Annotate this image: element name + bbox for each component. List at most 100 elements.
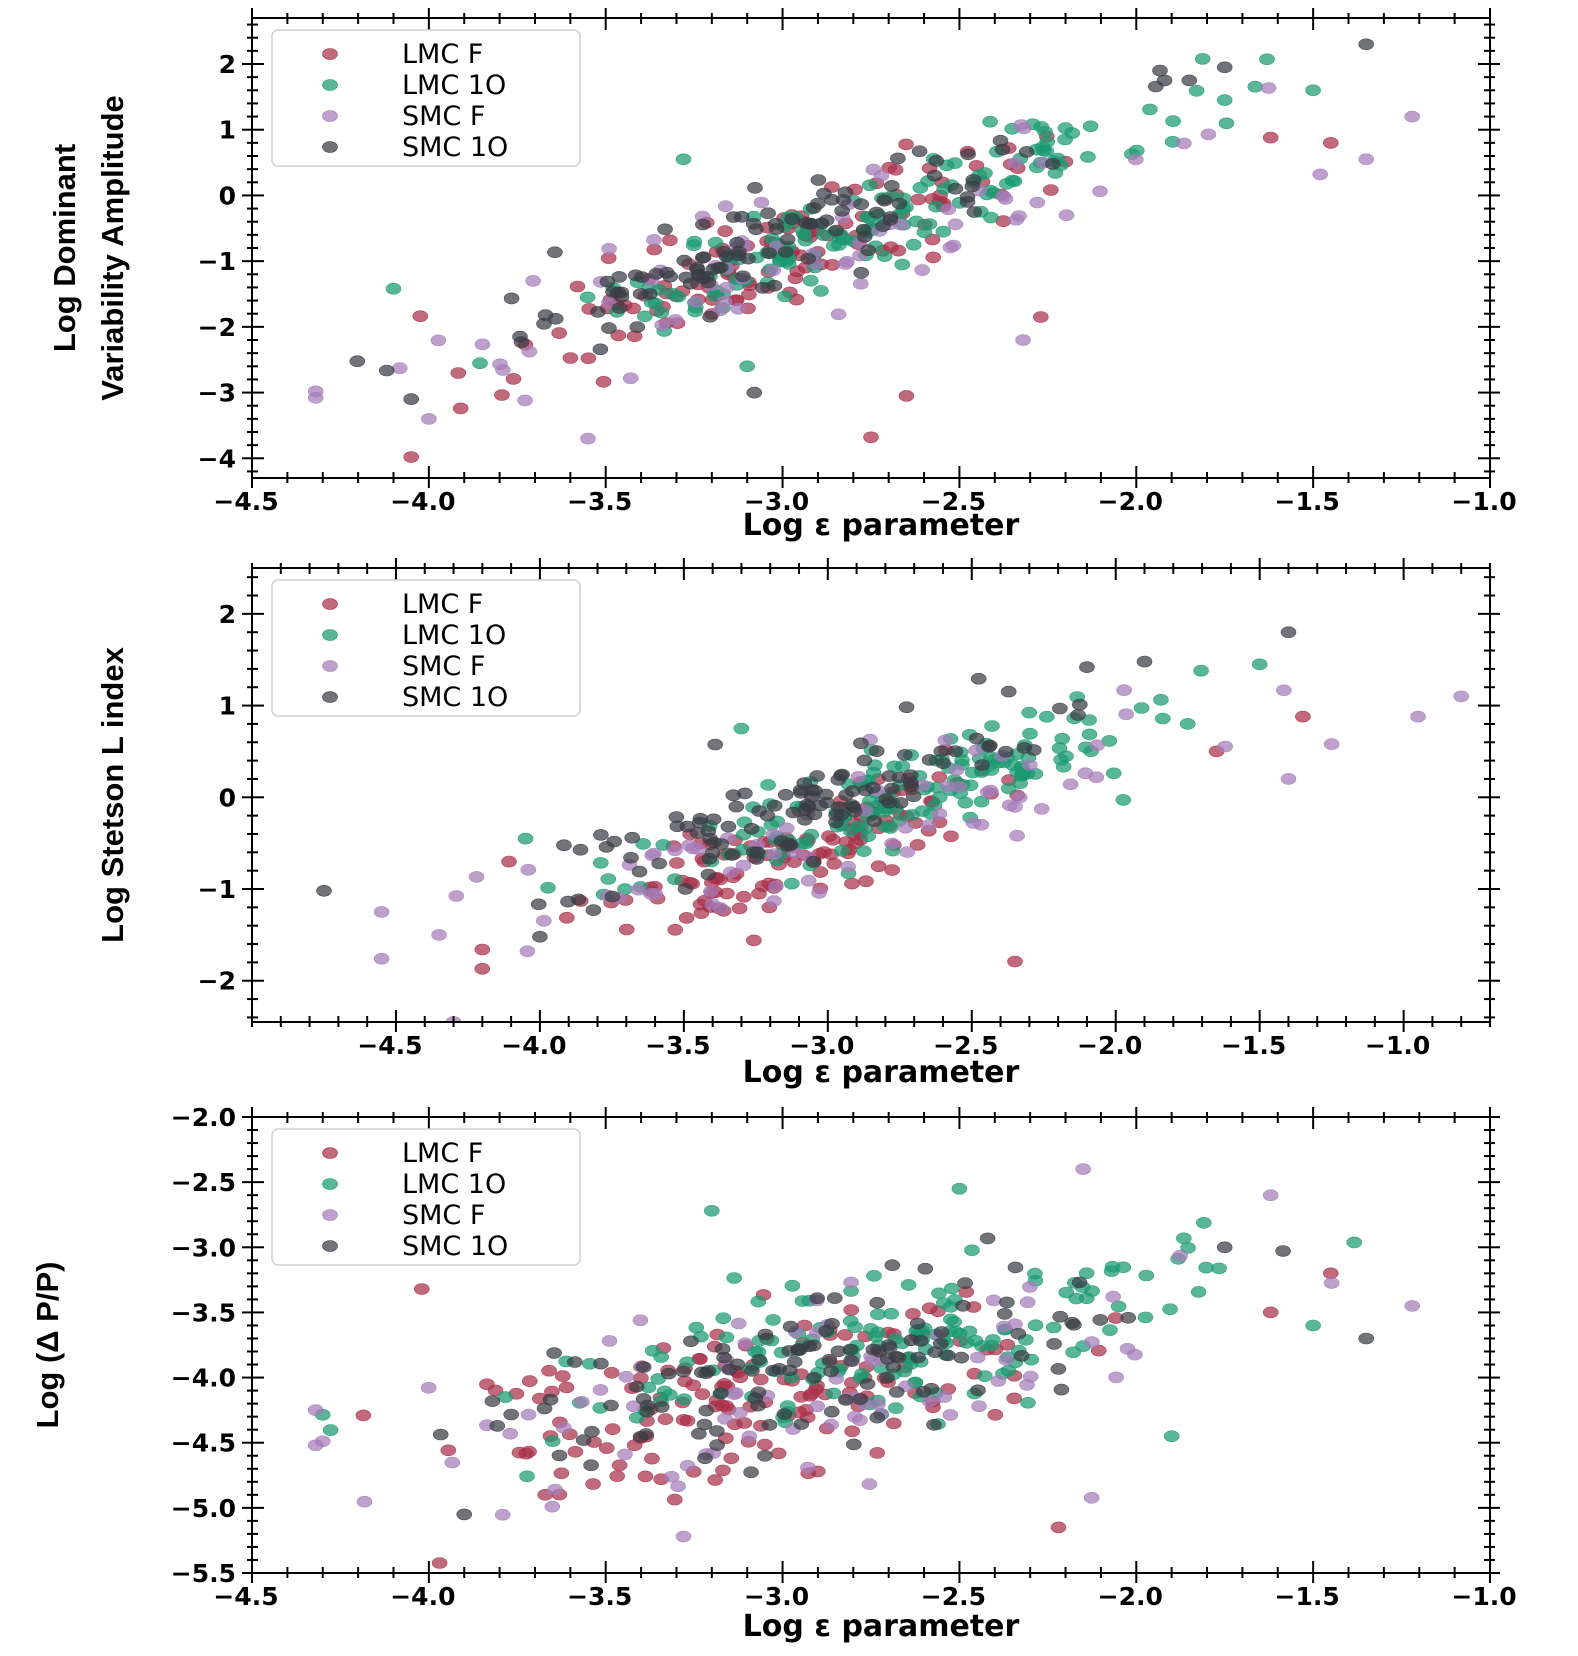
data-point — [444, 1456, 461, 1469]
data-point — [695, 251, 712, 264]
data-point — [714, 1343, 731, 1355]
data-point — [1064, 1317, 1080, 1329]
data-point — [842, 1343, 859, 1356]
data-point — [1022, 1370, 1039, 1383]
y-tick-label: −3 — [198, 379, 236, 408]
data-point — [653, 1401, 670, 1413]
data-point — [897, 821, 914, 834]
data-point — [900, 1279, 917, 1291]
data-point — [730, 1317, 747, 1330]
data-point — [520, 1408, 537, 1421]
data-point — [777, 290, 793, 303]
data-point — [726, 1272, 743, 1284]
data-point — [657, 223, 673, 236]
data-point — [757, 1450, 773, 1462]
data-point — [777, 246, 794, 258]
data-point — [1404, 110, 1420, 123]
data-point — [1007, 1261, 1024, 1274]
data-point — [502, 1427, 519, 1440]
data-point — [622, 372, 639, 385]
data-point — [420, 1382, 437, 1394]
data-point — [575, 1434, 592, 1446]
data-point — [790, 1343, 807, 1355]
data-point — [669, 857, 685, 869]
data-point — [937, 734, 954, 747]
data-point — [431, 929, 447, 941]
data-point — [484, 1395, 501, 1407]
data-point — [1137, 1311, 1154, 1324]
data-point — [474, 962, 491, 975]
data-point — [865, 766, 882, 779]
data-point — [667, 844, 683, 857]
data-point — [999, 1296, 1015, 1309]
data-point — [592, 1384, 609, 1396]
x-tick-label: −4.5 — [213, 1582, 278, 1611]
x-tick-label: −2.5 — [921, 487, 986, 516]
series-smc-1o — [316, 626, 1297, 943]
data-point — [757, 1328, 774, 1341]
data-point — [973, 795, 990, 808]
data-point — [778, 822, 795, 835]
data-point — [585, 1478, 601, 1490]
data-point — [947, 1326, 964, 1338]
data-point — [1133, 702, 1150, 714]
legend-label: SMC 1O — [402, 132, 508, 163]
x-tick-label: −4.0 — [501, 1031, 566, 1060]
data-point — [1009, 829, 1025, 842]
data-point — [718, 1331, 735, 1344]
data-point — [521, 1445, 537, 1458]
data-point — [519, 945, 536, 958]
y-tick-label: −2 — [198, 313, 236, 342]
data-point — [943, 830, 959, 843]
data-point — [823, 1405, 840, 1418]
data-point — [1196, 1217, 1212, 1229]
data-point — [624, 831, 641, 844]
data-point — [494, 389, 510, 401]
data-point — [546, 1347, 562, 1359]
x-tick-label: −2.0 — [1077, 1031, 1142, 1060]
data-point — [766, 848, 783, 860]
data-point — [926, 1419, 942, 1431]
data-point — [990, 1375, 1007, 1387]
data-point — [910, 1351, 926, 1364]
data-point — [1211, 1262, 1227, 1275]
data-point — [562, 352, 579, 364]
data-point — [789, 265, 806, 278]
data-point — [551, 1449, 568, 1462]
data-point — [1092, 1314, 1109, 1326]
data-point — [910, 193, 927, 206]
data-point — [629, 321, 646, 333]
data-point — [845, 801, 862, 814]
data-point — [833, 809, 850, 821]
data-point — [838, 1394, 854, 1406]
data-point — [735, 859, 752, 872]
data-point — [782, 1320, 799, 1333]
data-point — [663, 1470, 680, 1483]
data-point — [1218, 117, 1235, 130]
data-point — [806, 1371, 822, 1384]
data-point — [544, 1500, 561, 1513]
data-point — [1033, 311, 1049, 323]
data-point — [1043, 184, 1059, 196]
data-point — [1027, 1267, 1043, 1280]
legend-marker — [322, 141, 338, 153]
data-point — [707, 1474, 724, 1486]
data-point — [403, 393, 420, 405]
data-point — [898, 701, 915, 714]
data-point — [1053, 1383, 1070, 1396]
data-point — [833, 844, 850, 857]
x-tick-label: −2.5 — [921, 1582, 986, 1611]
data-point — [702, 885, 719, 898]
data-point — [1247, 80, 1264, 93]
data-point — [1280, 773, 1297, 785]
data-point — [316, 884, 332, 897]
y-tick-label: −4.0 — [171, 1364, 236, 1393]
y-tick-label: 0 — [219, 783, 236, 812]
data-point — [1200, 128, 1217, 141]
data-point — [1050, 1521, 1067, 1534]
data-point — [679, 1460, 696, 1472]
data-point — [1010, 1328, 1027, 1340]
data-point — [1033, 803, 1050, 815]
data-point — [852, 1393, 869, 1405]
data-point — [1092, 185, 1108, 198]
